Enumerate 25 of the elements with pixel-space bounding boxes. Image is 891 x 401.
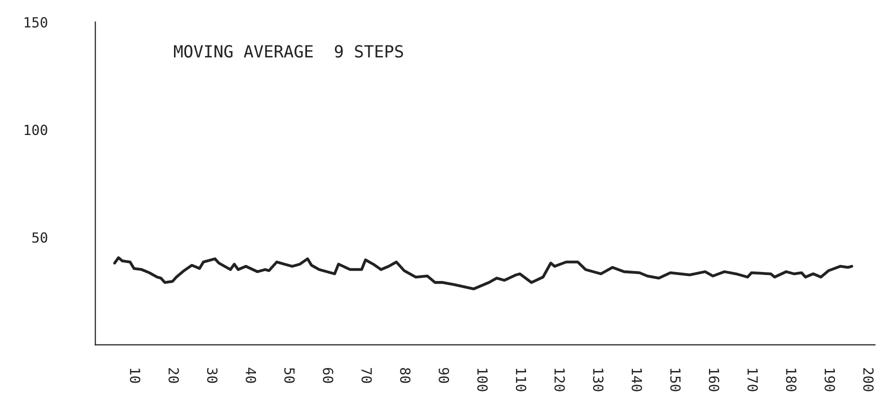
y-tick-label: 150 [24, 17, 48, 28]
x-tick-label: 120 [554, 368, 565, 392]
x-tick-label: 10 [130, 368, 140, 383]
x-tick-label: 180 [786, 368, 796, 392]
x-tick-label: 50 [284, 368, 295, 383]
x-tick-label: 90 [438, 368, 450, 383]
x-tick-label: 60 [322, 368, 334, 383]
x-tick-label: 30 [207, 368, 218, 383]
x-tick-label: 100 [477, 368, 488, 392]
y-tick-label: 100 [24, 124, 48, 136]
x-tick-label: 150 [670, 368, 681, 392]
x-tick-label: 140 [632, 368, 642, 392]
x-tick-label: 70 [361, 368, 372, 383]
x-tick-label: 20 [168, 368, 179, 383]
x-tick-label: 190 [824, 368, 836, 392]
x-tick-label: 110 [516, 368, 526, 392]
x-tick-label: 130 [593, 368, 604, 392]
x-tick-label: 160 [708, 368, 720, 392]
x-tick-label: 40 [246, 368, 256, 383]
x-tick-label: 170 [747, 368, 758, 392]
text: MOVING AVERAGE 9 STEPS [174, 45, 403, 58]
line-series [113, 256, 854, 290]
x-tick-label: 200 [863, 368, 874, 392]
x-tick-label: 80 [400, 368, 411, 383]
y-tick-label: 50 [32, 232, 48, 243]
